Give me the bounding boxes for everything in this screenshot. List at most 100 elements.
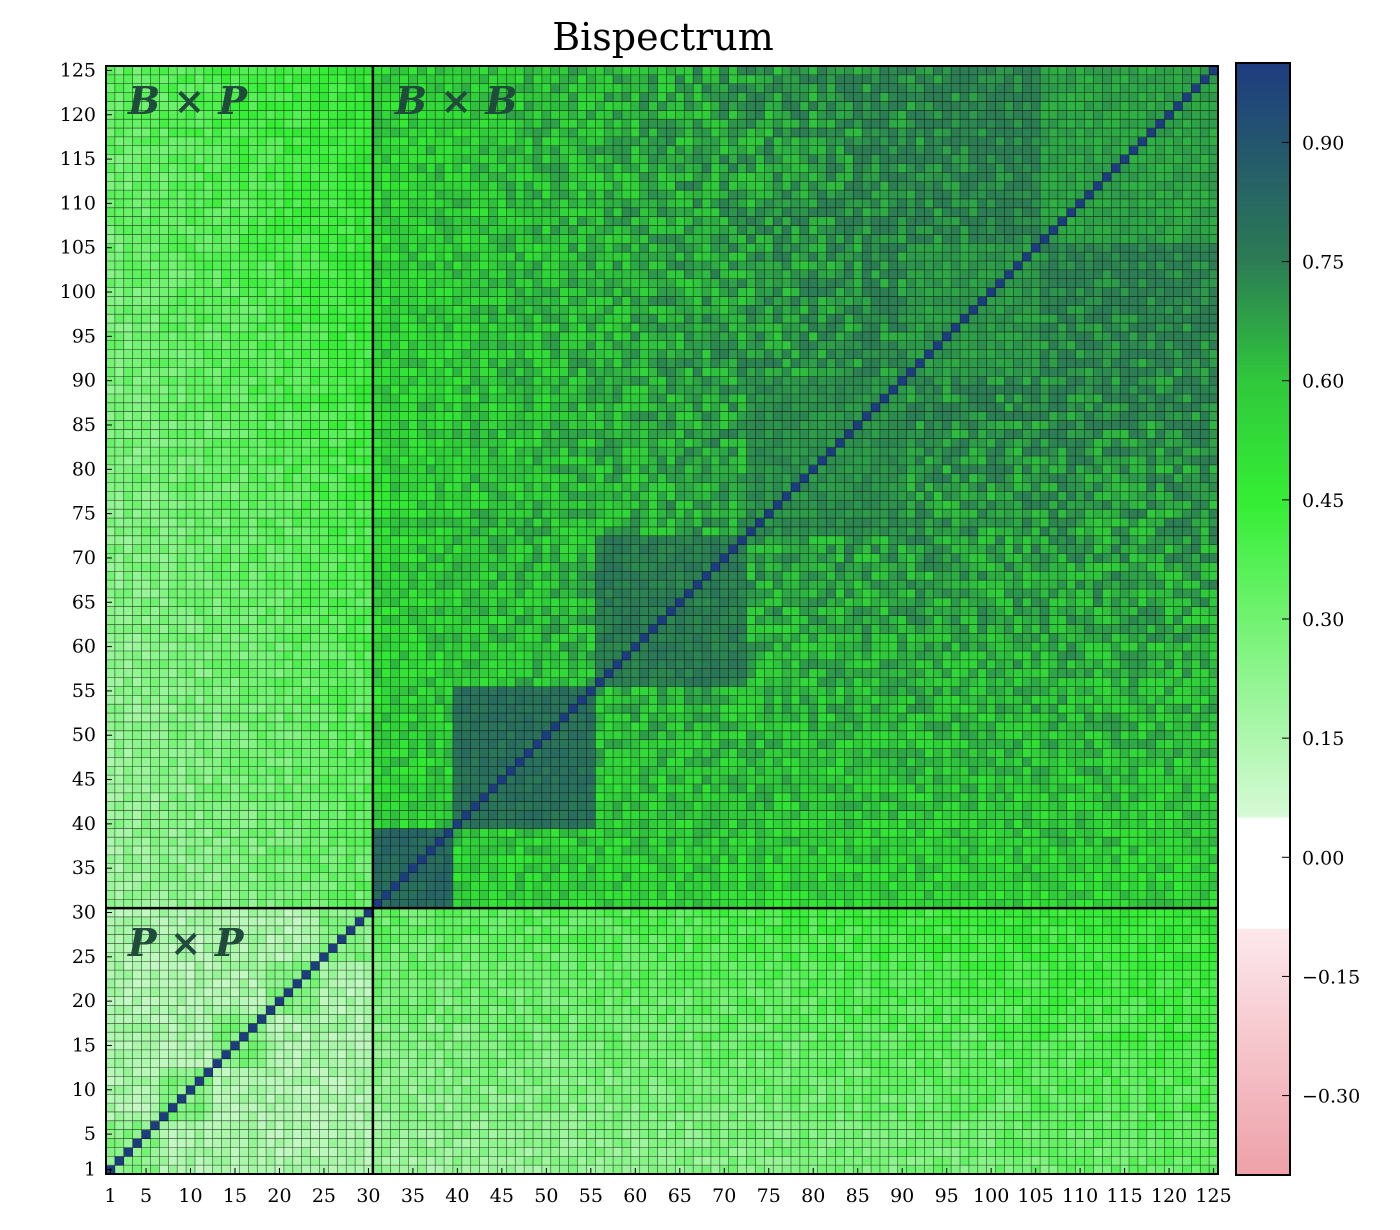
heatmap-cell <box>257 810 267 820</box>
heatmap-cell <box>355 775 365 785</box>
heatmap-cell <box>363 243 374 253</box>
heatmap-cell <box>275 925 285 936</box>
heatmap-cell <box>168 393 178 404</box>
heatmap-cell <box>248 846 258 856</box>
heatmap-cell <box>355 916 365 927</box>
heatmap-cell <box>355 1041 365 1051</box>
heatmap-cell <box>186 163 196 173</box>
heatmap-cell <box>372 837 383 847</box>
heatmap-cell <box>355 597 365 608</box>
heatmap-cell <box>444 163 454 173</box>
heatmap-cell <box>390 978 400 989</box>
heatmap-cell <box>301 287 312 297</box>
heatmap-cell <box>355 668 365 679</box>
heatmap-cell <box>399 668 409 679</box>
heatmap-cell <box>194 606 205 616</box>
heatmap-cell <box>257 305 267 315</box>
heatmap-cell <box>230 783 240 794</box>
heatmap-cell <box>212 925 223 936</box>
heatmap-cell <box>221 287 231 297</box>
heatmap-cell <box>132 402 142 413</box>
heatmap-cell <box>132 908 142 918</box>
heatmap-cell <box>435 92 445 102</box>
heatmap-cell <box>114 952 125 962</box>
heatmap-cell <box>328 633 338 643</box>
heatmap-cell <box>408 110 418 120</box>
heatmap-cell <box>399 881 409 891</box>
heatmap-cell <box>186 491 196 501</box>
heatmap-cell <box>230 145 240 156</box>
heatmap-cell <box>194 526 205 537</box>
heatmap-cell <box>248 881 258 891</box>
heatmap-cell <box>372 101 383 111</box>
heatmap-cell <box>390 420 400 430</box>
heatmap-cell <box>417 1049 427 1060</box>
heatmap-cell <box>408 881 418 891</box>
heatmap-cell <box>177 509 187 519</box>
heatmap-cell <box>132 314 142 324</box>
heatmap-cell <box>123 615 134 625</box>
heatmap-cell <box>275 234 285 244</box>
heatmap-cell <box>114 287 125 297</box>
heatmap-cell <box>221 544 231 554</box>
heatmap-cell <box>372 243 383 253</box>
heatmap-cell <box>177 801 187 811</box>
heatmap-cell <box>363 358 374 368</box>
heatmap-cell <box>346 766 356 776</box>
heatmap-cell <box>408 438 418 448</box>
heatmap-cell <box>292 908 303 918</box>
heatmap-cell <box>212 792 223 803</box>
heatmap-cell <box>186 562 196 572</box>
heatmap-cell <box>212 243 223 253</box>
heatmap-cell <box>417 837 427 847</box>
heatmap-cell <box>452 695 463 705</box>
heatmap-cell <box>337 305 347 315</box>
heatmap-cell <box>355 1032 365 1042</box>
heatmap-cell <box>435 943 445 953</box>
heatmap-cell <box>444 952 454 962</box>
heatmap-cell <box>239 978 249 989</box>
heatmap-cell <box>452 677 463 687</box>
heatmap-cell <box>310 491 320 501</box>
heatmap-cell <box>203 730 214 741</box>
heatmap-cell <box>266 916 276 927</box>
heatmap-cell <box>283 358 294 368</box>
heatmap-cell <box>248 810 258 820</box>
heatmap-cell <box>239 615 249 625</box>
heatmap-cell <box>194 340 205 351</box>
heatmap-cell <box>203 854 214 865</box>
heatmap-cell <box>168 908 178 918</box>
heatmap-cell <box>381 757 392 767</box>
heatmap-cell <box>123 624 134 634</box>
heatmap-cell <box>203 668 214 679</box>
heatmap-cell <box>408 269 418 280</box>
heatmap-cell <box>159 766 169 776</box>
heatmap-cell <box>337 588 347 599</box>
heatmap-cell <box>106 340 116 351</box>
heatmap-cell <box>221 810 231 820</box>
heatmap-cell <box>106 633 116 643</box>
heatmap-cell <box>212 606 223 616</box>
heatmap-cell <box>194 385 205 395</box>
heatmap-cell <box>417 1058 427 1069</box>
heatmap-cell <box>292 287 303 297</box>
heatmap-cell <box>417 1111 427 1122</box>
heatmap-cell <box>426 110 436 120</box>
heatmap-cell <box>372 801 383 811</box>
heatmap-cell <box>310 110 320 120</box>
heatmap-cell <box>310 314 320 324</box>
heatmap-cell <box>194 553 205 563</box>
heatmap-cell <box>248 872 258 882</box>
heatmap-cell <box>150 1067 160 1077</box>
heatmap-cell <box>257 376 267 386</box>
heatmap-cell <box>319 828 329 838</box>
heatmap-cell <box>426 83 436 93</box>
heatmap-cell <box>363 695 374 705</box>
heatmap-cell <box>292 721 303 732</box>
heatmap-cell <box>319 269 329 280</box>
heatmap-cell <box>355 385 365 395</box>
heatmap-cell <box>212 961 223 971</box>
heatmap-cell <box>150 970 160 980</box>
heatmap-cell <box>346 376 356 386</box>
heatmap-cell <box>141 1049 151 1060</box>
